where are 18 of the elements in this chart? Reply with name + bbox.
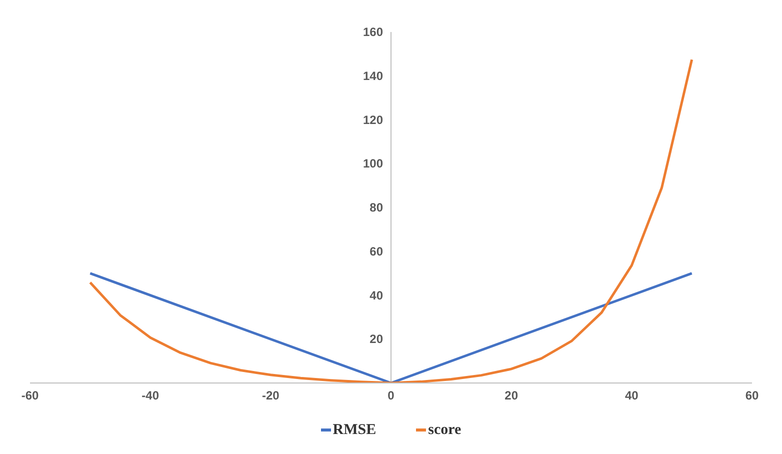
- y-tick-label: 140: [362, 68, 384, 83]
- legend-label: RMSE: [332, 422, 376, 438]
- y-tick-label: 120: [362, 112, 384, 127]
- y-tick-label: 40: [370, 288, 384, 302]
- line-series: [88, 58, 694, 383]
- x-tick-label: -40: [142, 388, 160, 403]
- x-tick-label: -60: [21, 388, 39, 403]
- y-tick-label: 80: [370, 200, 384, 214]
- x-tick-label: -20: [262, 388, 280, 403]
- x-tick-label: 20: [504, 388, 518, 403]
- x-tick-label: 60: [745, 388, 759, 403]
- y-tick-label: 100: [362, 156, 384, 171]
- y-tick-label: 20: [370, 332, 384, 346]
- y-tick-label: 160: [362, 25, 384, 39]
- legend-label: score: [428, 422, 462, 438]
- x-tick-label: 0: [388, 388, 395, 403]
- x-tick-label: 40: [624, 388, 639, 403]
- y-tick-label: 60: [370, 244, 384, 258]
